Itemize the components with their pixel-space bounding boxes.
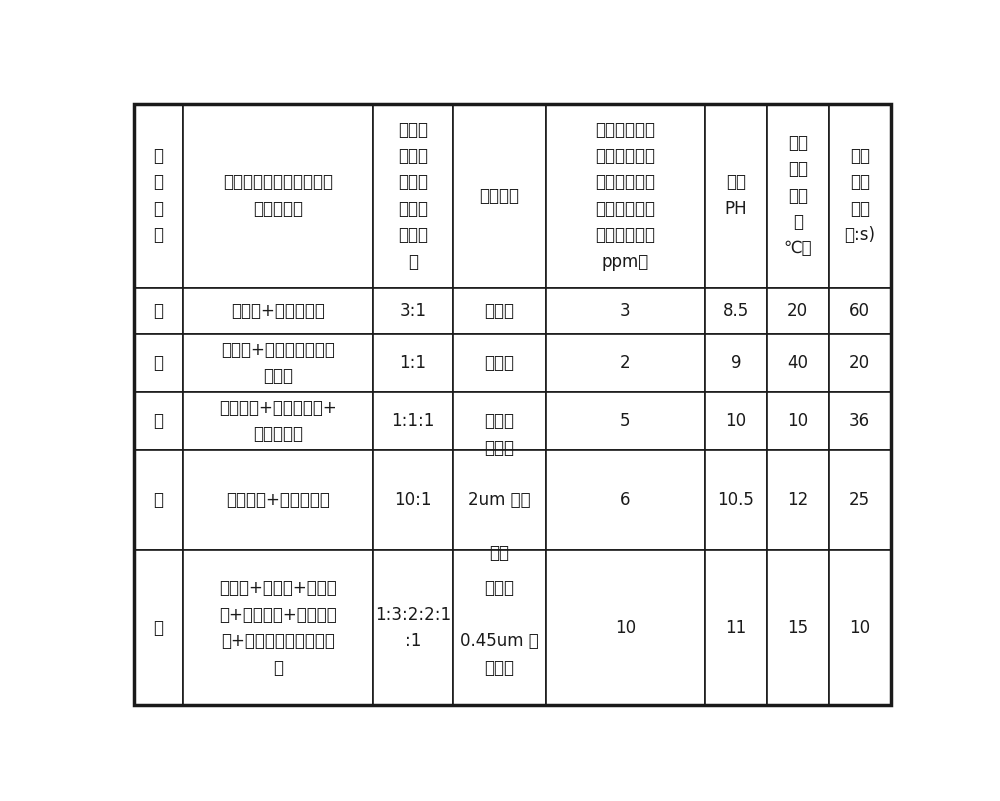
Text: 20: 20 bbox=[849, 354, 870, 372]
Text: 一: 一 bbox=[154, 302, 164, 320]
Bar bbox=[183, 288, 373, 334]
Bar bbox=[767, 550, 829, 706]
Text: 五: 五 bbox=[154, 619, 164, 637]
Bar bbox=[134, 550, 183, 706]
Text: 溶液
PH: 溶液 PH bbox=[725, 173, 747, 218]
Bar bbox=[767, 288, 829, 334]
Bar bbox=[705, 103, 767, 288]
Text: 60: 60 bbox=[849, 302, 870, 320]
Bar bbox=[134, 392, 183, 450]
Text: 3: 3 bbox=[620, 302, 631, 320]
Bar bbox=[705, 334, 767, 392]
Bar bbox=[453, 103, 546, 288]
Text: 12: 12 bbox=[787, 492, 808, 509]
Bar bbox=[546, 450, 705, 550]
Text: 1:1: 1:1 bbox=[399, 354, 426, 372]
Bar bbox=[546, 103, 705, 288]
Bar bbox=[373, 450, 453, 550]
Text: 2: 2 bbox=[620, 354, 631, 372]
Text: 过滤介质: 过滤介质 bbox=[479, 187, 519, 204]
Bar bbox=[546, 392, 705, 450]
Text: 碳酸钠+二甲基二烯丙基
氯化铵: 碳酸钠+二甲基二烯丙基 氯化铵 bbox=[221, 341, 335, 385]
Bar bbox=[373, 550, 453, 706]
Text: 复合絮凝剂投
加量（以投加
后有机高分子
絮凝剂的含量
计算，单位：
ppm）: 复合絮凝剂投 加量（以投加 后有机高分子 絮凝剂的含量 计算，单位： ppm） bbox=[595, 121, 655, 271]
Text: 10: 10 bbox=[787, 413, 808, 430]
Bar bbox=[373, 392, 453, 450]
Text: 36: 36 bbox=[849, 413, 870, 430]
Text: 二: 二 bbox=[154, 354, 164, 372]
Bar bbox=[453, 392, 546, 450]
Bar bbox=[183, 334, 373, 392]
Bar bbox=[546, 334, 705, 392]
Text: 硫化钠+聚丙烯酸钠: 硫化钠+聚丙烯酸钠 bbox=[231, 302, 325, 320]
Text: 6: 6 bbox=[620, 492, 631, 509]
Text: 四: 四 bbox=[154, 492, 164, 509]
Text: 活性炭: 活性炭 bbox=[484, 413, 514, 430]
Bar bbox=[829, 334, 891, 392]
Text: 10.5: 10.5 bbox=[717, 492, 754, 509]
Text: 20: 20 bbox=[787, 302, 808, 320]
Bar bbox=[134, 334, 183, 392]
Text: 三: 三 bbox=[154, 413, 164, 430]
Bar bbox=[373, 103, 453, 288]
Text: 直径为

0.45um 微
孔滤膜: 直径为 0.45um 微 孔滤膜 bbox=[460, 579, 539, 677]
Text: 活性炭: 活性炭 bbox=[484, 302, 514, 320]
Bar bbox=[546, 288, 705, 334]
Bar bbox=[829, 103, 891, 288]
Bar bbox=[705, 392, 767, 450]
Bar bbox=[134, 450, 183, 550]
Bar bbox=[705, 550, 767, 706]
Bar bbox=[373, 334, 453, 392]
Bar bbox=[373, 288, 453, 334]
Bar bbox=[767, 392, 829, 450]
Bar bbox=[134, 103, 183, 288]
Bar bbox=[767, 103, 829, 288]
Text: 10: 10 bbox=[725, 413, 746, 430]
Bar bbox=[705, 288, 767, 334]
Text: 1:1:1: 1:1:1 bbox=[391, 413, 435, 430]
Bar bbox=[453, 288, 546, 334]
Bar bbox=[134, 288, 183, 334]
Text: 10:1: 10:1 bbox=[394, 492, 432, 509]
Text: 15: 15 bbox=[787, 619, 808, 637]
Bar bbox=[546, 550, 705, 706]
Bar bbox=[453, 334, 546, 392]
Bar bbox=[829, 450, 891, 550]
Text: 5: 5 bbox=[620, 413, 631, 430]
Bar bbox=[767, 450, 829, 550]
Bar bbox=[767, 334, 829, 392]
Text: 反应
温度
（单
位
℃）: 反应 温度 （单 位 ℃） bbox=[783, 134, 812, 257]
Text: 10: 10 bbox=[849, 619, 870, 637]
Text: 活性炭: 活性炭 bbox=[484, 354, 514, 372]
Text: 搅拌
时间
（单
位:s): 搅拌 时间 （单 位:s) bbox=[844, 147, 875, 244]
Text: 11: 11 bbox=[725, 619, 747, 637]
Bar bbox=[183, 550, 373, 706]
Text: 8.5: 8.5 bbox=[723, 302, 749, 320]
Bar bbox=[453, 550, 546, 706]
Text: 氢氧化钠+聚丙烯酰胺+
聚丙烯酸钠: 氢氧化钠+聚丙烯酰胺+ 聚丙烯酸钠 bbox=[219, 399, 337, 444]
Text: 9: 9 bbox=[731, 354, 741, 372]
Text: 25: 25 bbox=[849, 492, 870, 509]
Text: 化学沉
淀剂和
有机高
分子絮
凝剂配
比: 化学沉 淀剂和 有机高 分子絮 凝剂配 比 bbox=[398, 121, 428, 271]
Text: 10: 10 bbox=[615, 619, 636, 637]
Bar bbox=[183, 392, 373, 450]
Text: 高锰酸钾+聚丙烯酰胺: 高锰酸钾+聚丙烯酰胺 bbox=[226, 492, 330, 509]
Bar bbox=[705, 450, 767, 550]
Bar bbox=[829, 392, 891, 450]
Text: 直径为

2um 微孔

滤膜: 直径为 2um 微孔 滤膜 bbox=[468, 439, 531, 562]
Text: 实
施
方
案: 实 施 方 案 bbox=[154, 147, 164, 244]
Bar bbox=[183, 103, 373, 288]
Text: 3:1: 3:1 bbox=[399, 302, 426, 320]
Bar bbox=[183, 450, 373, 550]
Text: 化学沉淀剂和有机高分子
絮凝剂种类: 化学沉淀剂和有机高分子 絮凝剂种类 bbox=[223, 173, 333, 218]
Text: 1:3:2:2:1
:1: 1:3:2:2:1 :1 bbox=[375, 606, 451, 650]
Bar bbox=[829, 550, 891, 706]
Text: 碳酸钠+硫化钠+高锰酸
钾+氢氧化钠+聚丙烯酰
胺+二甲基二烯丙基氯化
铵: 碳酸钠+硫化钠+高锰酸 钾+氢氧化钠+聚丙烯酰 胺+二甲基二烯丙基氯化 铵 bbox=[219, 579, 337, 677]
Text: 40: 40 bbox=[787, 354, 808, 372]
Bar bbox=[829, 288, 891, 334]
Bar bbox=[453, 450, 546, 550]
